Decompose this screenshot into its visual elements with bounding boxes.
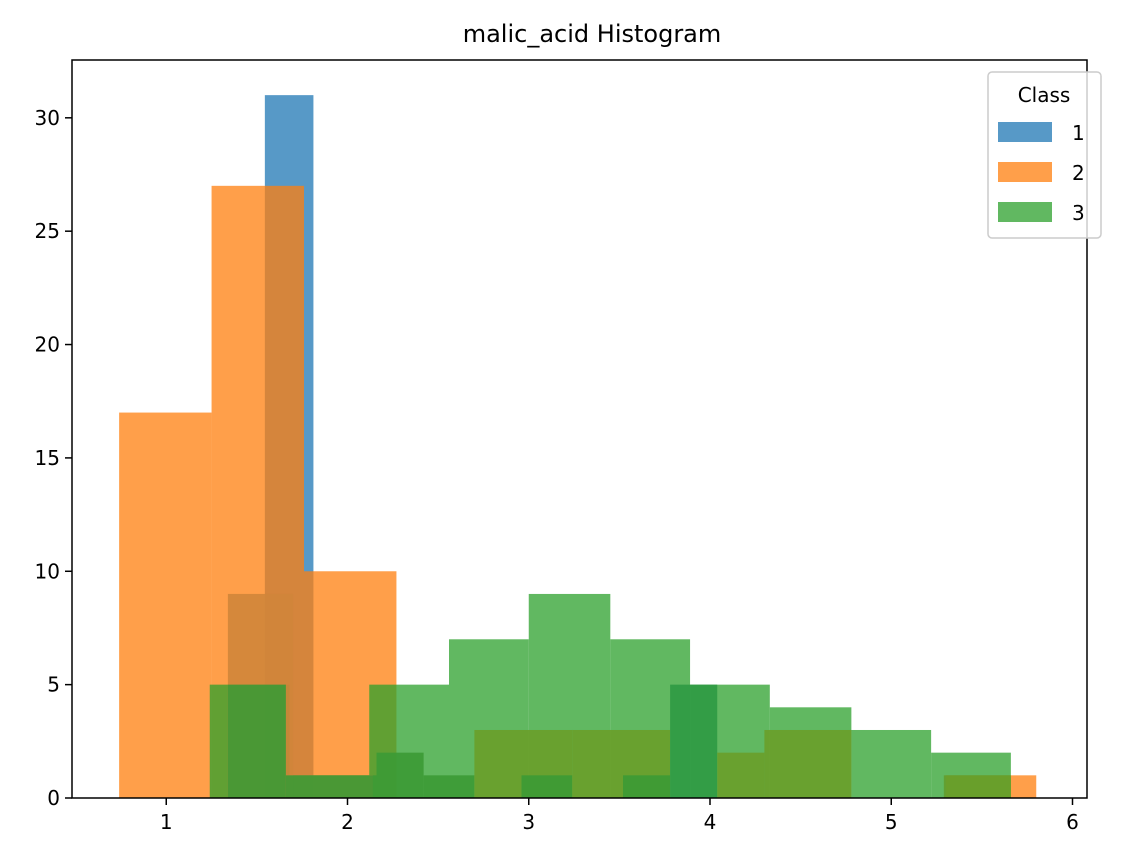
overlap-bar-13 xyxy=(717,752,765,798)
bar-series-2-bin-0 xyxy=(119,412,212,798)
y-axis: 0 5 10 15 20 25 30 xyxy=(35,106,72,810)
overlap-bar-2 xyxy=(227,684,286,798)
overlap-bar-6 xyxy=(474,729,522,798)
legend-title: Class xyxy=(1018,83,1071,107)
overlap-bar-12 xyxy=(670,684,718,798)
overlap-bar-4 xyxy=(376,752,424,798)
y-tick-label-25: 25 xyxy=(35,219,60,243)
plot-area xyxy=(119,95,1037,798)
legend-label-1: 1 xyxy=(1072,121,1085,145)
legend-swatch-3 xyxy=(998,202,1052,222)
y-tick-label-15: 15 xyxy=(35,446,60,470)
overlap-bar-14 xyxy=(764,729,852,798)
chart-title: malic_acid Histogram xyxy=(463,20,722,48)
x-tick-label-5: 5 xyxy=(885,810,898,834)
x-axis: 1 2 3 4 5 6 xyxy=(160,798,1079,834)
legend-box xyxy=(987,71,1102,239)
overlap-bar-15 xyxy=(945,775,1011,798)
y-tick-label-30: 30 xyxy=(35,106,60,130)
overlap-bars xyxy=(227,593,1011,798)
overlap-bar-9 xyxy=(572,729,623,798)
legend-swatch-2 xyxy=(998,162,1052,182)
overlap-bar-5 xyxy=(423,775,475,798)
x-tick-label-3: 3 xyxy=(522,810,535,834)
y-tick-label-0: 0 xyxy=(47,786,60,810)
x-tick-label-4: 4 xyxy=(704,810,717,834)
legend-label-2: 2 xyxy=(1072,161,1085,185)
x-tick-label-6: 6 xyxy=(1066,810,1079,834)
y-tick-label-5: 5 xyxy=(47,673,60,697)
axes-frame xyxy=(71,59,1088,799)
x-tick-label-2: 2 xyxy=(341,810,354,834)
y-tick-label-20: 20 xyxy=(35,333,60,357)
legend-items: 1 2 3 xyxy=(998,121,1085,225)
bar-series-3-bin-8 xyxy=(851,729,932,798)
legend-label-3: 3 xyxy=(1072,201,1085,225)
overlap-bar-11 xyxy=(623,775,671,798)
overlap-bar-3 xyxy=(285,775,377,798)
x-tick-label-1: 1 xyxy=(160,810,173,834)
y-tick-label-10: 10 xyxy=(35,559,60,583)
legend: Class 1 2 3 xyxy=(987,71,1102,239)
overlap-bar-8 xyxy=(521,775,573,798)
legend-swatch-1 xyxy=(998,122,1052,142)
